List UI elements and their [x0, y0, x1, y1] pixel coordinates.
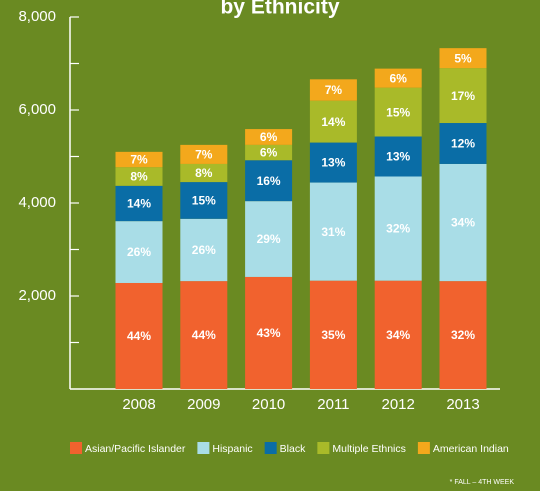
legend-swatch [417, 442, 430, 454]
data-label: 14% [321, 115, 345, 129]
legend-swatch [70, 442, 82, 454]
data-label: 13% [386, 150, 410, 164]
bar-segment [439, 123, 487, 164]
bar-segment [245, 129, 293, 145]
bar-segment [245, 160, 293, 202]
x-tick-label: 2008 [122, 396, 155, 413]
bar-segment [309, 79, 357, 101]
bar-segment [180, 144, 228, 164]
bar-segment [245, 276, 293, 389]
data-label: 32% [451, 328, 475, 342]
data-label: 44% [192, 328, 216, 342]
data-label: 26% [127, 245, 151, 259]
bar-segment [115, 221, 163, 283]
y-tick-label: 6,000 [18, 101, 56, 118]
legend-label: Hispanic [212, 443, 252, 455]
legend-swatch [197, 442, 210, 454]
bar-segment [374, 280, 422, 389]
data-label: 32% [386, 222, 410, 236]
bar-segment [245, 201, 293, 277]
data-label: 7% [130, 153, 148, 167]
bar-segment [439, 48, 487, 69]
bar-segment [374, 68, 422, 88]
legend-label: Multiple Ethnics [332, 443, 406, 455]
bar-segment [439, 68, 487, 124]
legend-swatch [317, 442, 330, 454]
data-label: 6% [260, 130, 278, 144]
legend-swatch [264, 442, 277, 454]
y-tick-label: 4,000 [18, 194, 56, 211]
data-label: 17% [451, 89, 475, 103]
legend-label: American Indian [433, 443, 509, 455]
bar-segment [180, 163, 228, 183]
data-label: 29% [257, 232, 281, 246]
data-label: 6% [390, 71, 408, 85]
data-label: 7% [195, 148, 213, 162]
bar-segment [115, 282, 163, 389]
bar-segment [309, 280, 357, 389]
bar-segment [309, 182, 357, 281]
data-label: 12% [451, 137, 475, 151]
data-label: 34% [386, 328, 410, 342]
y-tick-label: 2,000 [18, 287, 56, 304]
bar-segment [180, 218, 228, 282]
data-label: 35% [321, 328, 345, 342]
bar-segment [180, 281, 228, 389]
data-label: 16% [257, 174, 281, 188]
footnote: * FALL – 4TH WEEK [450, 479, 515, 486]
chart-title: by Ethnicity [220, 0, 339, 19]
y-tick-label: 8,000 [18, 8, 56, 25]
data-label: 31% [321, 225, 345, 239]
bar-segment [309, 142, 357, 183]
data-label: 26% [192, 243, 216, 257]
bar-segment [374, 136, 422, 177]
data-label: 15% [386, 105, 410, 119]
data-label: 15% [192, 194, 216, 208]
data-label: 44% [127, 329, 151, 343]
bar-segment [245, 144, 293, 161]
x-tick-label: 2009 [187, 396, 220, 413]
bar-segment [115, 151, 163, 168]
x-tick-label: 2012 [382, 396, 415, 413]
bar-segment [439, 163, 487, 282]
bar-segment [374, 87, 422, 137]
bar-segment [115, 185, 163, 222]
bar-segment [115, 167, 163, 186]
data-label: 34% [451, 216, 475, 230]
data-label: 8% [130, 170, 148, 184]
bar-segment [309, 100, 357, 143]
legend-label: Asian/Pacific Islander [85, 443, 186, 455]
x-tick-label: 2013 [446, 396, 479, 413]
data-label: 7% [325, 83, 343, 97]
data-label: 13% [321, 156, 345, 170]
data-label: 6% [260, 146, 278, 160]
data-label: 43% [257, 326, 281, 340]
data-label: 14% [127, 197, 151, 211]
x-tick-label: 2011 [317, 396, 349, 413]
bar-segment [439, 281, 487, 389]
bar-segment [374, 176, 422, 281]
data-label: 5% [454, 51, 472, 65]
data-label: 8% [195, 166, 213, 180]
bar-segment [180, 182, 228, 219]
x-tick-label: 2010 [252, 396, 285, 413]
legend-label: Black [280, 443, 306, 455]
